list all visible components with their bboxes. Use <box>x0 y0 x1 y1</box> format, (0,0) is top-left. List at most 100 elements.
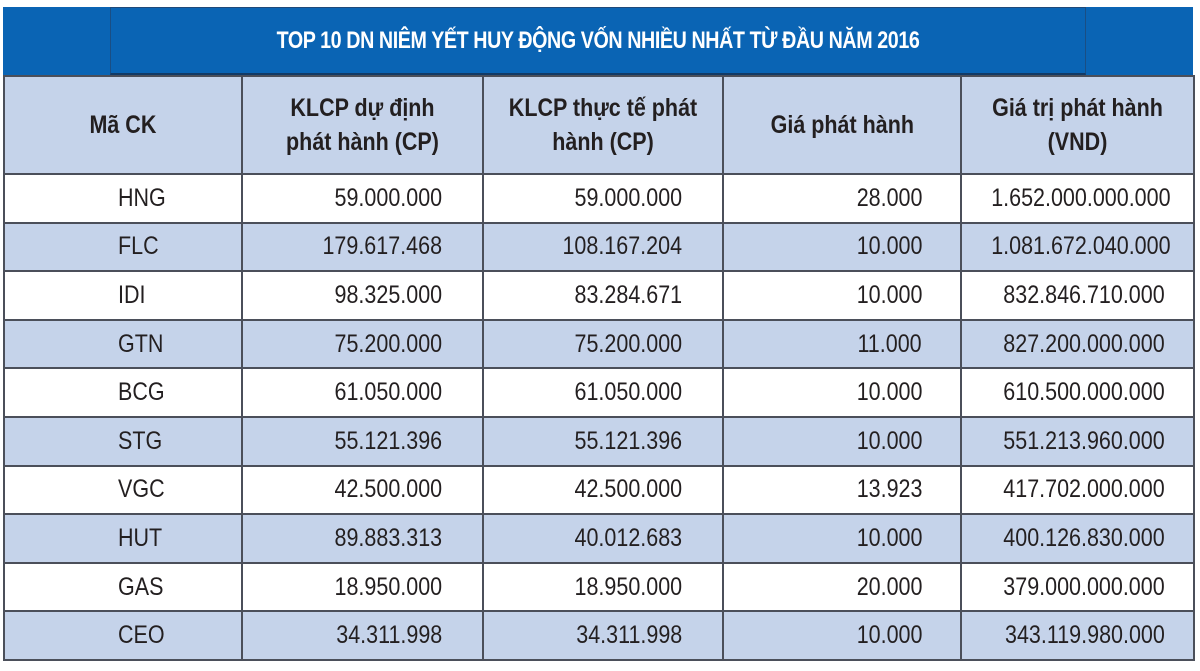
cell-actual-shares: 83.284.671 <box>482 270 724 321</box>
cell-planned-shares-value: 55.121.396 <box>334 426 442 455</box>
table-row: HUT 89.883.313 40.012.683 10.000 400.126… <box>3 513 1195 564</box>
table-row: STG 55.121.396 55.121.396 10.000 551.213… <box>3 415 1195 467</box>
cell-ticker: GTN <box>3 318 243 370</box>
cell-actual-shares-value: 18.950.000 <box>574 572 682 601</box>
cell-issue-price: 10.000 <box>722 367 962 418</box>
cell-issue-price: 10.000 <box>722 513 962 564</box>
cell-ticker-value: IDI <box>118 280 146 309</box>
cell-actual-shares-value: 61.050.000 <box>574 378 682 407</box>
header-row: Mã CK KLCP dự định phát hành (CP) KLCP t… <box>3 75 1195 175</box>
cell-issue-value: 551.213.960.000 <box>960 415 1195 467</box>
cell-planned-shares-value: 61.050.000 <box>334 378 442 407</box>
cell-actual-shares-value: 55.121.396 <box>574 426 682 455</box>
header-issue-value-label: Giá trị phát hành (VND) <box>992 94 1163 156</box>
cell-ticker: VGC <box>3 464 243 516</box>
cell-actual-shares-value: 59.000.000 <box>574 183 682 212</box>
cell-issue-price: 11.000 <box>722 318 962 370</box>
cell-issue-value-value: 343.119.980.000 <box>1005 621 1165 650</box>
cell-issue-value-value: 610.500.000.000 <box>1003 378 1165 407</box>
cell-issue-value-value: 379.000.000.000 <box>1003 572 1165 601</box>
cell-issue-price: 10.000 <box>722 221 962 273</box>
cell-issue-value: 827.200.000.000 <box>960 318 1195 370</box>
cell-issue-value-value: 832.846.710.000 <box>1003 280 1165 309</box>
cell-ticker: CEO <box>3 610 243 661</box>
cell-planned-shares-value: 98.325.000 <box>334 280 442 309</box>
cell-issue-value: 343.119.980.000 <box>960 610 1195 661</box>
cell-ticker: IDI <box>3 270 243 321</box>
cell-issue-price: 13.923 <box>722 464 962 516</box>
cell-planned-shares: 18.950.000 <box>241 561 484 613</box>
cell-planned-shares: 98.325.000 <box>241 270 484 321</box>
cell-planned-shares-value: 75.200.000 <box>334 329 442 358</box>
table-row: CEO 34.311.998 34.311.998 10.000 343.119… <box>3 610 1195 661</box>
cell-ticker-value: GAS <box>118 572 164 601</box>
cell-actual-shares: 55.121.396 <box>482 415 724 467</box>
cell-planned-shares: 61.050.000 <box>241 367 484 418</box>
table-row: BCG 61.050.000 61.050.000 10.000 610.500… <box>3 367 1195 418</box>
cell-issue-price: 10.000 <box>722 610 962 661</box>
cell-planned-shares-value: 18.950.000 <box>334 572 442 601</box>
cell-issue-price: 20.000 <box>722 561 962 613</box>
cell-issue-value: 1.652.000.000.000 <box>960 173 1195 224</box>
cell-issue-price: 28.000 <box>722 173 962 224</box>
header-issue-price-label: Giá phát hành <box>770 111 914 139</box>
header-ticker-label: Mã CK <box>89 111 157 139</box>
table-row: HNG 59.000.000 59.000.000 28.000 1.652.0… <box>3 173 1195 224</box>
cell-planned-shares: 55.121.396 <box>241 415 484 467</box>
cell-ticker-value: HUT <box>118 523 163 552</box>
cell-ticker: STG <box>3 415 243 467</box>
cell-actual-shares: 108.167.204 <box>482 221 724 273</box>
cell-planned-shares: 75.200.000 <box>241 318 484 370</box>
cell-planned-shares: 89.883.313 <box>241 513 484 564</box>
cell-issue-value: 417.702.000.000 <box>960 464 1195 516</box>
table-row: FLC 179.617.468 108.167.204 10.000 1.081… <box>3 221 1195 273</box>
header-actual-shares: KLCP thực tế phát hành (CP) <box>482 75 724 175</box>
cell-planned-shares-value: 89.883.313 <box>334 523 442 552</box>
table-row: IDI 98.325.000 83.284.671 10.000 832.846… <box>3 270 1195 321</box>
cell-planned-shares-value: 179.617.468 <box>322 232 442 261</box>
cell-issue-price-value: 20.000 <box>856 572 922 601</box>
cell-issue-price-value: 10.000 <box>856 426 922 455</box>
cell-issue-value-value: 417.702.000.000 <box>1003 475 1165 504</box>
cell-ticker: HUT <box>3 513 243 564</box>
cell-issue-price-value: 28.000 <box>856 183 922 212</box>
cell-planned-shares: 179.617.468 <box>241 221 484 273</box>
cell-planned-shares: 34.311.998 <box>241 610 484 661</box>
table-title: TOP 10 DN NIÊM YẾT HUY ĐỘNG VỐN NHIỀU NH… <box>110 7 1086 75</box>
cell-issue-price-value: 10.000 <box>856 621 922 650</box>
cell-issue-value: 832.846.710.000 <box>960 270 1195 321</box>
cell-actual-shares: 34.311.998 <box>482 610 724 661</box>
cell-ticker-value: CEO <box>118 621 165 650</box>
cell-ticker-value: GTN <box>118 329 164 358</box>
cell-ticker-value: STG <box>118 426 163 455</box>
cell-actual-shares: 59.000.000 <box>482 173 724 224</box>
cell-ticker: HNG <box>3 173 243 224</box>
header-planned-shares: KLCP dự định phát hành (CP) <box>241 75 484 175</box>
cell-ticker-value: VGC <box>118 475 165 504</box>
cell-actual-shares: 75.200.000 <box>482 318 724 370</box>
cell-issue-price-value: 10.000 <box>856 280 922 309</box>
header-planned-shares-label: KLCP dự định phát hành (CP) <box>286 94 439 156</box>
cell-actual-shares: 61.050.000 <box>482 367 724 418</box>
header-actual-shares-label: KLCP thực tế phát hành (CP) <box>508 94 698 156</box>
cell-ticker: FLC <box>3 221 243 273</box>
cell-actual-shares-value: 34.311.998 <box>575 621 682 650</box>
cell-issue-price-value: 10.000 <box>856 378 922 407</box>
cell-issue-price-value: 11.000 <box>857 329 922 358</box>
header-issue-value: Giá trị phát hành (VND) <box>960 75 1195 175</box>
cell-actual-shares-value: 108.167.204 <box>562 232 682 261</box>
header-ticker: Mã CK <box>3 75 243 175</box>
cell-ticker: BCG <box>3 367 243 418</box>
cell-issue-price-value: 13.923 <box>856 475 922 504</box>
cell-issue-value: 1.081.672.040.000 <box>960 221 1195 273</box>
cell-issue-value-value: 551.213.960.000 <box>1003 426 1165 455</box>
cell-issue-value-value: 827.200.000.000 <box>1003 329 1165 358</box>
cell-planned-shares-value: 42.500.000 <box>334 475 442 504</box>
issuance-table: Mã CK KLCP dự định phát hành (CP) KLCP t… <box>3 75 1195 661</box>
cell-ticker-value: BCG <box>118 378 165 407</box>
cell-issue-price: 10.000 <box>722 415 962 467</box>
title-bar: TOP 10 DN NIÊM YẾT HUY ĐỘNG VỐN NHIỀU NH… <box>3 7 1193 75</box>
cell-planned-shares: 59.000.000 <box>241 173 484 224</box>
cell-issue-value-value: 400.126.830.000 <box>1003 523 1165 552</box>
cell-actual-shares: 42.500.000 <box>482 464 724 516</box>
